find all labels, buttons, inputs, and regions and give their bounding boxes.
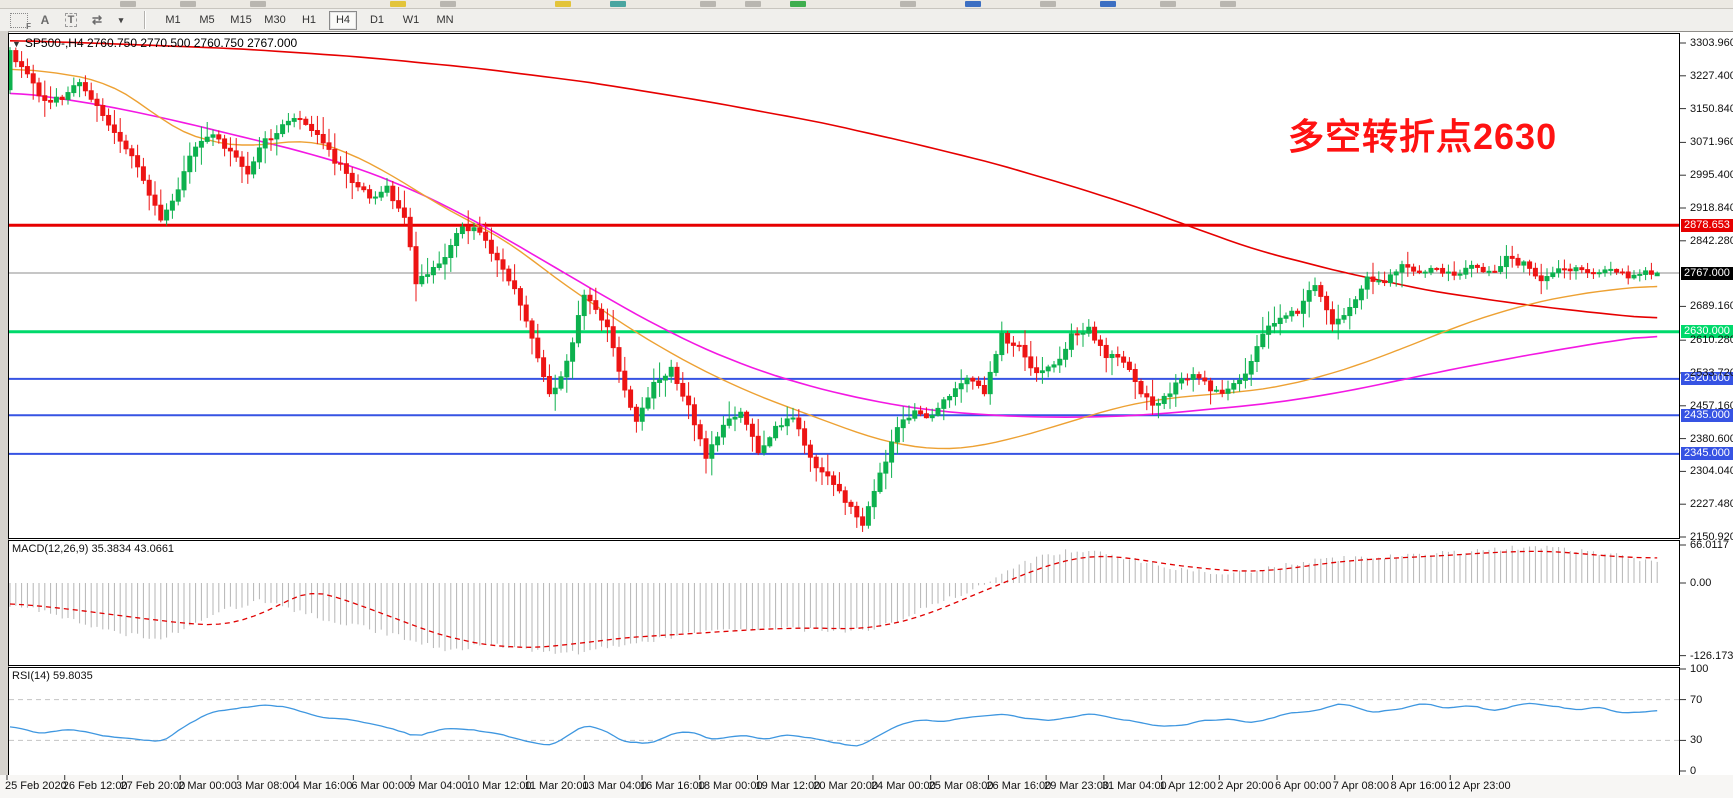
- timeframe-button-h1[interactable]: H1: [301, 14, 317, 26]
- chart-text-annotation[interactable]: 多空转折点2630: [1288, 116, 1558, 157]
- time-axis-label: 1 Apr 12:00: [1159, 780, 1216, 792]
- time-axis-label: 8 Apr 16:00: [1390, 780, 1447, 792]
- clipped-icon-fragment: [700, 1, 716, 7]
- macd-axis-label: 0.00: [1690, 577, 1712, 589]
- chevron-down-icon[interactable]: ▾: [118, 14, 124, 25]
- toolbar-separator: [144, 11, 146, 29]
- price-badge-2520.000: 2520.000: [1681, 372, 1733, 386]
- chart-toolbar: F A T ⇄ ▾ M1 M5 M15 M30 H1 H4 D1 W1 MN: [0, 9, 1733, 32]
- drawing-tools-group: F A T ⇄ ▾: [0, 11, 140, 31]
- time-axis-label: 2 Apr 20:00: [1217, 780, 1274, 792]
- timeframe-button-m30[interactable]: M30: [264, 14, 286, 26]
- price-badge-2878.653: 2878.653: [1681, 218, 1733, 232]
- timeframe-button-d1[interactable]: D1: [369, 14, 385, 26]
- clipped-icon-fragment: [1040, 1, 1056, 7]
- clipped-icon-fragment: [1100, 1, 1116, 7]
- time-axis-label: 25 Feb 2020: [5, 780, 67, 792]
- time-axis-label: 18 Mar 00:00: [697, 780, 763, 792]
- time-axis-label: 24 Mar 00:00: [870, 780, 936, 792]
- price-axis-label: 2918.840: [1690, 201, 1733, 214]
- text-box-tool-icon[interactable]: T: [60, 11, 82, 29]
- rsi-axis-label: 0: [1690, 765, 1697, 777]
- timeframe-button-mn[interactable]: MN: [436, 14, 454, 26]
- price-badge-2345.000: 2345.000: [1681, 447, 1733, 461]
- time-axis-label: 9 Mar 04:00: [409, 780, 468, 792]
- price-badge-2767.000: 2767.000: [1681, 266, 1733, 280]
- time-axis-label: 6 Mar 00:00: [351, 780, 411, 792]
- clipped-icon-fragment: [180, 1, 196, 7]
- time-axis-label: 10 Mar 12:00: [466, 780, 532, 792]
- macd-axis-label: -126.173: [1690, 649, 1733, 662]
- time-axis-label: 2 Mar 00:00: [178, 780, 237, 792]
- time-axis-label: 25 Mar 08:00: [928, 780, 994, 792]
- timeframe-button-m5[interactable]: M5: [199, 14, 215, 26]
- timeframe-button-m15[interactable]: M15: [230, 14, 252, 26]
- clipped-icon-fragment: [120, 1, 136, 7]
- time-axis-label: 13 Mar 04:00: [582, 780, 648, 792]
- clipped-toolbar-strip: [0, 0, 1733, 9]
- clipped-icon-fragment: [440, 1, 456, 7]
- rsi-axis-label: 70: [1690, 693, 1703, 706]
- clipped-icon-fragment: [745, 1, 761, 7]
- price-axis-label: 2995.400: [1690, 169, 1733, 182]
- time-axis-label: 26 Mar 16:00: [986, 780, 1052, 792]
- time-axis-label: 26 Feb 12:00: [62, 780, 128, 792]
- price-axis-label: 2842.280: [1690, 234, 1733, 247]
- price-axis-label: 3071.960: [1690, 136, 1733, 149]
- clipped-icon-fragment: [965, 1, 981, 7]
- time-axis-label: 20 Mar 20:00: [813, 780, 879, 792]
- price-axis-label: 3227.400: [1690, 69, 1733, 82]
- price-axis-label: 3150.840: [1690, 102, 1733, 115]
- time-axis-label: 11 Mar 20:00: [524, 780, 589, 792]
- time-axis-label: 27 Feb 20:00: [120, 780, 186, 792]
- clipped-icon-fragment: [610, 1, 626, 7]
- clipped-icon-fragment: [1160, 1, 1176, 7]
- time-axis-label: 7 Apr 08:00: [1332, 780, 1390, 792]
- timeframe-button-m1[interactable]: M1: [165, 14, 181, 26]
- arrows-tool-icon[interactable]: ⇄: [91, 13, 103, 27]
- time-axis-label: 19 Mar 12:00: [755, 780, 821, 792]
- timeframe-button-w1[interactable]: W1: [402, 14, 420, 26]
- price-axis-label: 2457.160: [1690, 399, 1733, 412]
- rsi-axis-label: 30: [1690, 734, 1703, 747]
- price-badge-2630.000: 2630.000: [1681, 325, 1733, 339]
- price-axis[interactable]: [1680, 31, 1733, 775]
- macd-indicator-label: MACD(12,26,9) 35.3834 43.0661: [12, 543, 175, 555]
- time-axis-label: 6 Apr 00:00: [1275, 780, 1332, 792]
- text-tool-icon[interactable]: A: [40, 13, 50, 27]
- chart-title: ▼ SP500-,H4 2760.750 2770.500 2760.750 27…: [12, 36, 298, 50]
- time-axis-label: 12 Apr 23:00: [1448, 780, 1511, 792]
- rsi-axis-label: 100: [1690, 663, 1709, 675]
- clipped-icon-fragment: [1220, 1, 1236, 7]
- macd-axis-label: 66.0117: [1690, 538, 1729, 551]
- clipped-icon-fragment: [390, 1, 406, 7]
- time-axis-label: 3 Mar 08:00: [235, 780, 295, 792]
- time-axis-label: 29 Mar 23:00: [1044, 780, 1109, 792]
- price-axis-label: 3303.960: [1690, 37, 1733, 49]
- timeframe-button-h4[interactable]: H4: [329, 10, 357, 30]
- price-axis-label: 2150.920: [1690, 530, 1733, 543]
- price-axis-label: 2610.280: [1690, 334, 1733, 347]
- price-axis-label: 2304.040: [1690, 465, 1733, 478]
- timeframe-buttons-group: M1 M5 M15 M30 H1 H4 D1 W1 MN: [150, 10, 468, 30]
- clipped-icon-fragment: [900, 1, 916, 7]
- time-axis-label: 16 Mar 16:00: [640, 780, 705, 792]
- price-axis-label: 2380.600: [1690, 432, 1733, 445]
- price-axis-label: 2533.720: [1690, 366, 1733, 379]
- rsi-indicator-label: RSI(14) 59.8035: [12, 670, 93, 682]
- grid-f-tool-icon[interactable]: F: [8, 11, 31, 31]
- time-axis-label: 4 Mar 16:00: [293, 780, 353, 792]
- time-axis[interactable]: [0, 775, 1733, 798]
- price-axis-label: 2227.480: [1690, 498, 1733, 511]
- price-axis-label: 2689.160: [1690, 300, 1733, 313]
- time-axis-label: 31 Mar 04:00: [1101, 780, 1167, 792]
- clipped-icon-fragment: [555, 1, 571, 7]
- price-badge-2435.000: 2435.000: [1681, 408, 1733, 422]
- clipped-icon-fragment: [250, 1, 266, 7]
- symbol-dropdown-icon[interactable]: ▼: [12, 39, 21, 49]
- clipped-icon-fragment: [790, 1, 806, 7]
